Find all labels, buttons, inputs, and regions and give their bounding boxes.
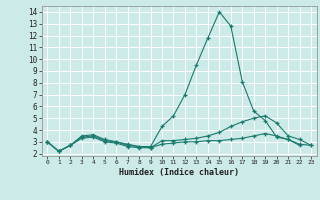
X-axis label: Humidex (Indice chaleur): Humidex (Indice chaleur): [119, 168, 239, 177]
